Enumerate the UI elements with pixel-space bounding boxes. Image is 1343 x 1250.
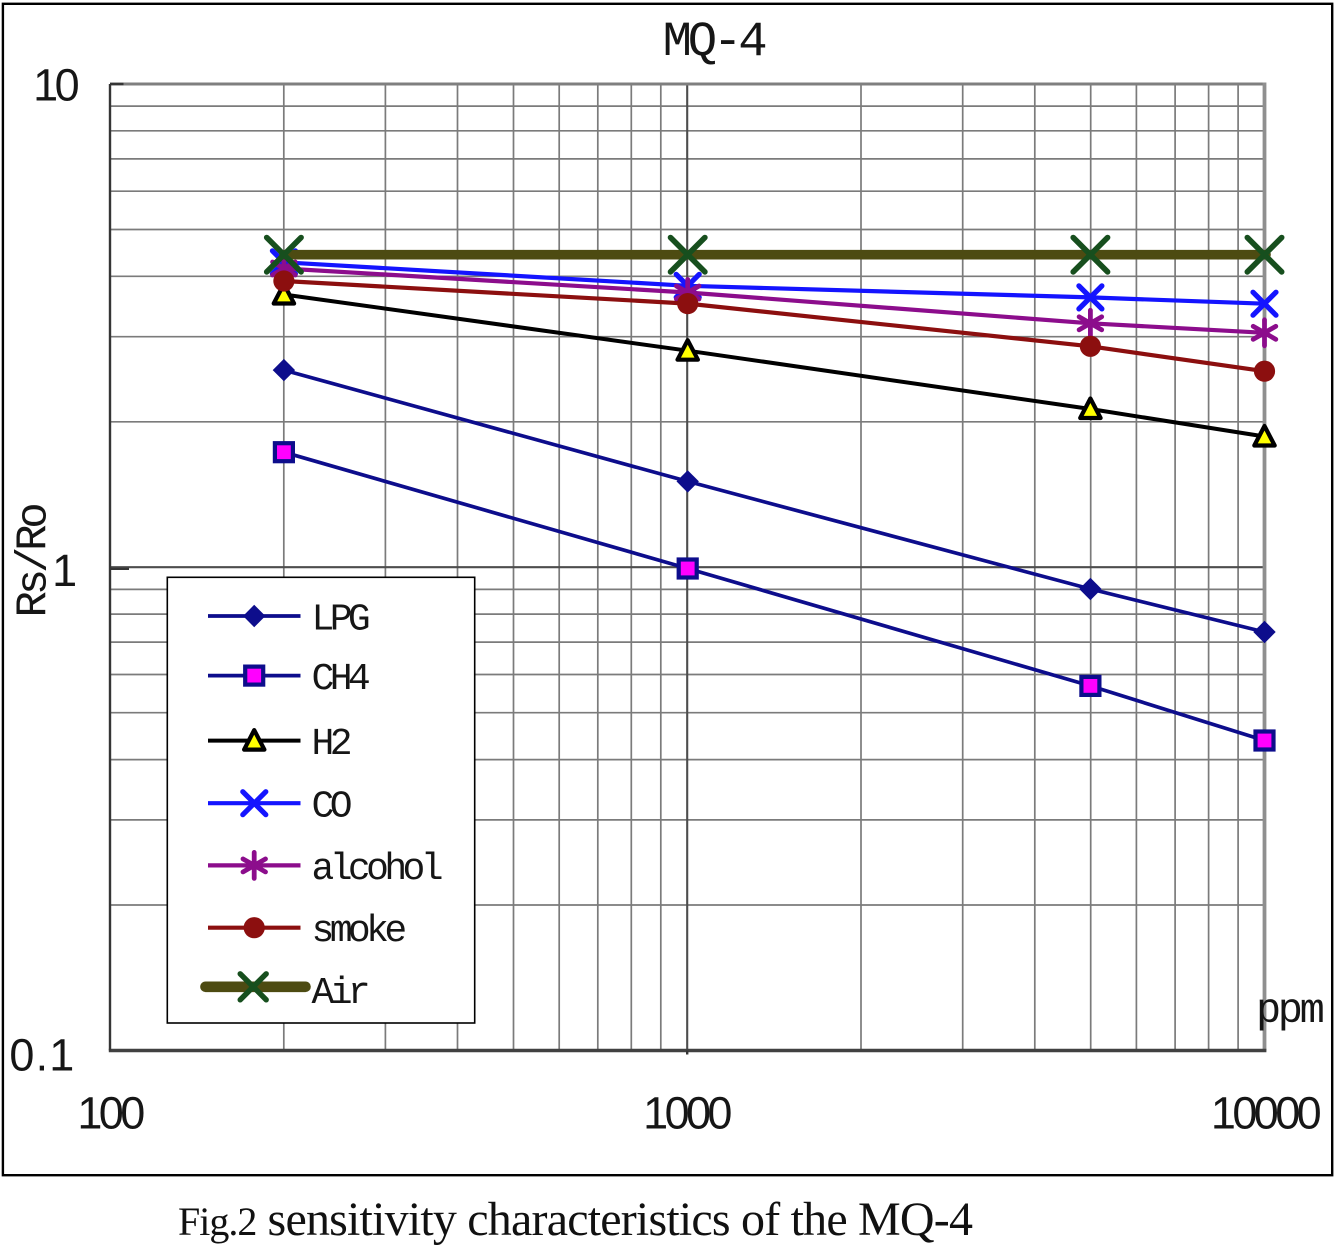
svg-text:CH4: CH4 [312, 658, 369, 701]
svg-text:Fig.2 sensitivity characterist: Fig.2 sensitivity characteristics of the… [178, 1193, 973, 1246]
svg-text:smoke: smoke [312, 910, 406, 953]
svg-text:10: 10 [33, 60, 78, 111]
svg-text:0.1: 0.1 [9, 1029, 75, 1080]
svg-text:CO: CO [312, 786, 351, 829]
svg-text:LPG: LPG [312, 598, 369, 641]
svg-text:alcohol: alcohol [312, 848, 442, 891]
svg-text:Rs/Ro: Rs/Ro [10, 505, 60, 618]
svg-text:10000: 10000 [1211, 1088, 1321, 1139]
svg-text:Air: Air [312, 972, 368, 1015]
svg-text:ppm: ppm [1256, 987, 1324, 1035]
svg-text:100: 100 [77, 1088, 144, 1139]
svg-text:1000: 1000 [643, 1088, 731, 1139]
svg-text:H2: H2 [312, 723, 351, 766]
svg-text:MQ-4: MQ-4 [663, 14, 766, 70]
